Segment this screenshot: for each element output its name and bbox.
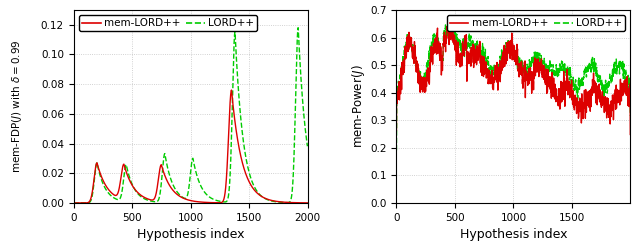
LORD++	[620, 69, 627, 72]
mem-LORD++	[500, 49, 508, 52]
Legend: mem-LORD++, LORD++: mem-LORD++, LORD++	[79, 15, 257, 31]
LORD++	[297, 72, 305, 75]
LORD++	[82, 201, 90, 204]
Line: mem-LORD++: mem-LORD++	[396, 21, 630, 134]
mem-LORD++	[82, 201, 90, 204]
Legend: mem-LORD++, LORD++: mem-LORD++, LORD++	[447, 15, 625, 31]
mem-LORD++	[303, 201, 311, 204]
mem-LORD++	[228, 89, 236, 92]
mem-LORD++	[184, 198, 191, 201]
X-axis label: Hypothesis index: Hypothesis index	[460, 228, 567, 241]
Line: LORD++: LORD++	[396, 20, 630, 150]
mem-LORD++	[297, 201, 305, 204]
mem-LORD++	[620, 83, 627, 86]
LORD++	[447, 18, 454, 21]
LORD++	[404, 44, 412, 47]
LORD++	[620, 68, 627, 71]
LORD++	[577, 84, 584, 87]
mem-LORD++	[70, 201, 77, 204]
Y-axis label: mem-Power($J$): mem-Power($J$)	[351, 64, 367, 148]
mem-LORD++	[297, 201, 305, 204]
Y-axis label: mem-FDP($J$) with $\delta = 0.99$: mem-FDP($J$) with $\delta = 0.99$	[10, 40, 24, 173]
LORD++	[184, 194, 191, 197]
mem-LORD++	[404, 46, 412, 49]
mem-LORD++	[392, 129, 400, 132]
mem-LORD++	[254, 192, 262, 195]
mem-LORD++	[577, 106, 584, 109]
X-axis label: Hypothesis index: Hypothesis index	[137, 228, 244, 241]
LORD++	[297, 73, 305, 76]
LORD++	[254, 191, 262, 194]
mem-LORD++	[620, 90, 627, 93]
Line: mem-LORD++: mem-LORD++	[74, 90, 307, 203]
mem-LORD++	[444, 19, 452, 22]
LORD++	[392, 149, 400, 152]
LORD++	[627, 114, 634, 117]
LORD++	[177, 195, 185, 198]
LORD++	[500, 56, 508, 59]
mem-LORD++	[627, 133, 634, 136]
LORD++	[303, 145, 311, 148]
LORD++	[294, 26, 302, 29]
Line: LORD++: LORD++	[74, 28, 307, 203]
mem-LORD++	[506, 53, 514, 56]
LORD++	[506, 48, 514, 51]
LORD++	[70, 201, 77, 204]
mem-LORD++	[177, 196, 185, 199]
